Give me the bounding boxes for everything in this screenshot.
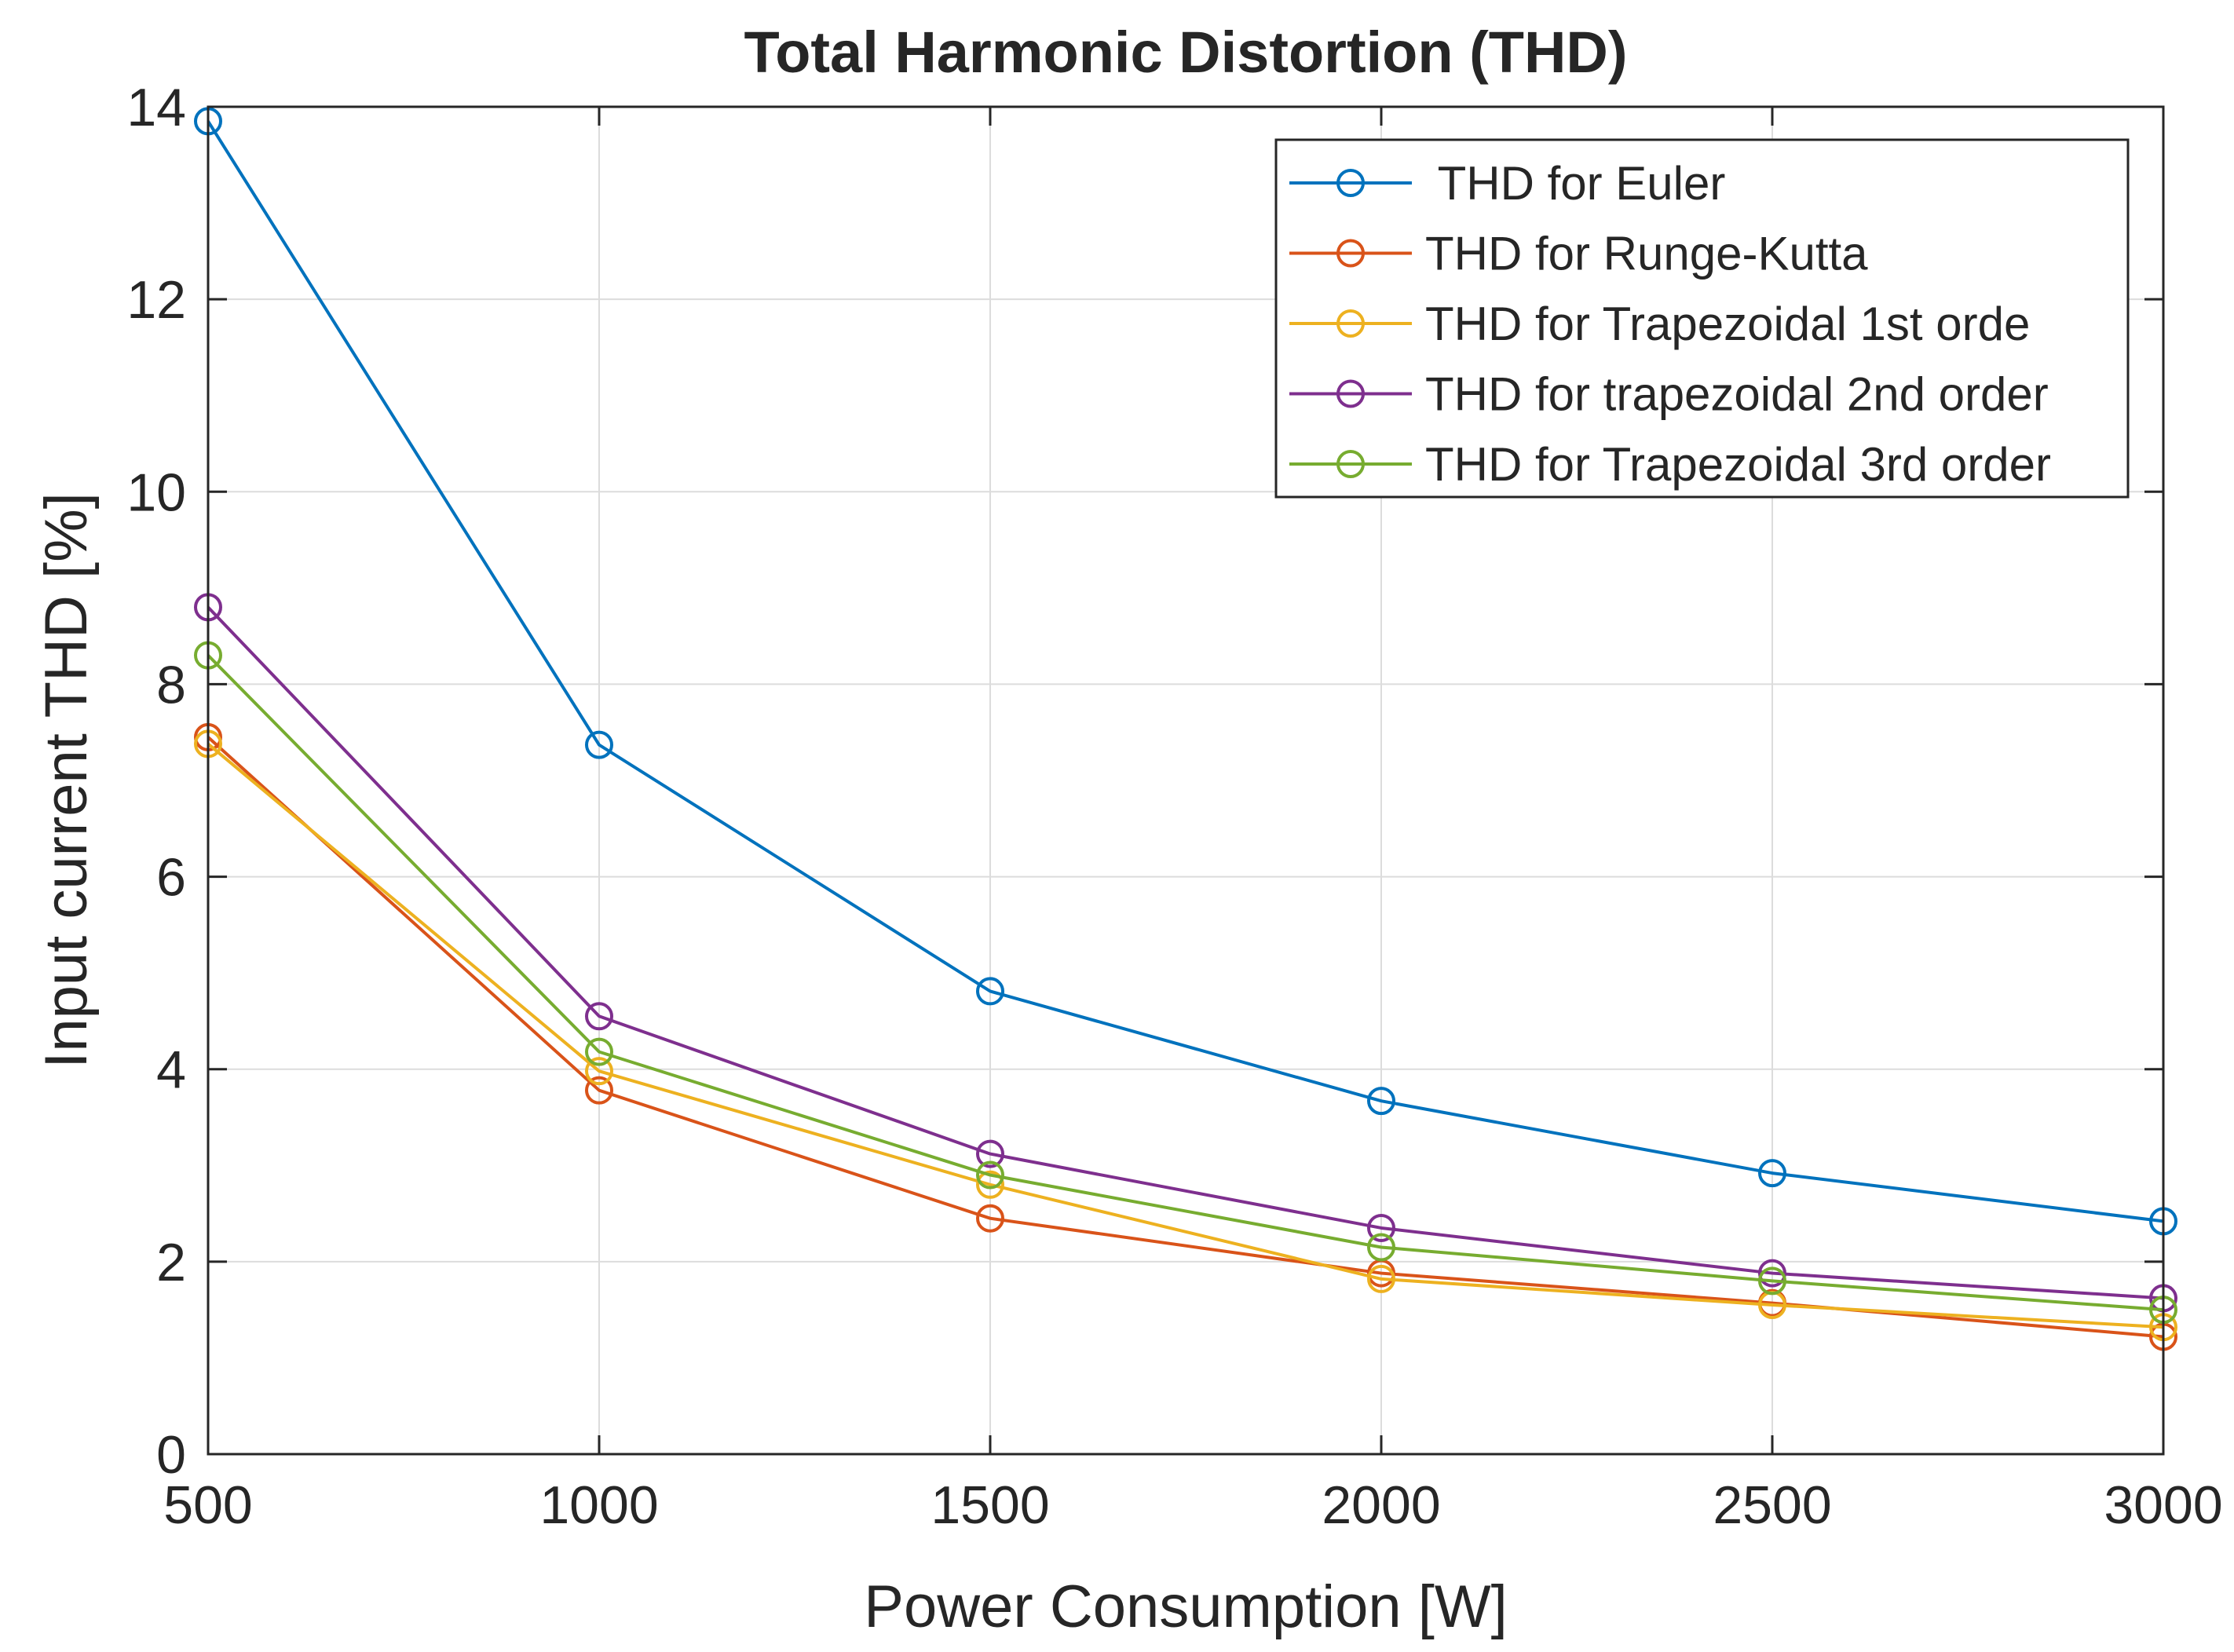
- data-point: [1758, 1259, 1786, 1288]
- data-point: [1758, 1266, 1786, 1296]
- data-point: [976, 1160, 1004, 1190]
- data-point: [1367, 1213, 1395, 1242]
- legend-marker: [1336, 239, 1365, 268]
- data-point: [976, 977, 1004, 1006]
- y-tick-label: 4: [156, 1040, 186, 1100]
- data-point: [585, 1057, 613, 1086]
- legend-marker: [1336, 379, 1365, 408]
- y-tick-label: 10: [126, 462, 186, 522]
- y-axis-ticks: 0 2 4 6 8 10 12 14: [126, 78, 2163, 1485]
- legend-label: THD for trapezoidal 2nd order: [1425, 368, 2049, 421]
- data-point: [976, 1170, 1004, 1199]
- legend-entry: THD for Runge-Kutta: [1289, 228, 1868, 280]
- data-point: [1367, 1233, 1395, 1262]
- legend-label: THD for Runge-Kutta: [1425, 228, 1868, 280]
- chart-title: Total Harmonic Distortion (THD): [744, 20, 1627, 85]
- x-tick-label: 2500: [1713, 1475, 1831, 1535]
- y-tick-label: 12: [126, 270, 186, 330]
- y-tick-label: 6: [156, 848, 186, 908]
- data-point: [976, 1204, 1004, 1233]
- x-tick-label: 2000: [1322, 1475, 1440, 1535]
- data-point: [585, 1076, 613, 1105]
- x-axis-label: Power Consumption [W]: [864, 1573, 1507, 1640]
- data-point: [1367, 1264, 1395, 1293]
- x-tick-label: 500: [163, 1475, 252, 1535]
- y-tick-label: 2: [156, 1233, 186, 1292]
- x-tick-label: 1000: [539, 1475, 658, 1535]
- x-tick-label: 1500: [931, 1475, 1049, 1535]
- x-axis-ticks: 500 1000 1500 2000 2500 3000: [163, 107, 2223, 1535]
- data-point: [1367, 1087, 1395, 1116]
- y-tick-label: 14: [126, 78, 186, 137]
- data-point: [585, 1037, 613, 1066]
- legend-marker: [1336, 450, 1365, 478]
- series-line: [207, 605, 2164, 1300]
- legend-label: THD for Trapezoidal 1st orde: [1425, 298, 2030, 350]
- legend-entry: THD for Euler: [1289, 157, 1725, 210]
- series-line: [207, 120, 2164, 1223]
- legend-entry: THD for Trapezoidal 1st orde: [1289, 298, 2030, 350]
- legend-marker: [1336, 169, 1365, 197]
- legend-label: THD for Euler: [1425, 157, 1725, 210]
- legend: THD for Euler THD for Runge-Kutta THD for …: [1274, 138, 2130, 499]
- y-tick-label: 0: [156, 1425, 186, 1485]
- legend-entry: THD for trapezoidal 2nd order: [1289, 368, 2049, 421]
- data-point: [585, 1002, 613, 1031]
- data-point: [585, 730, 613, 759]
- data-point: [1758, 1159, 1786, 1188]
- x-tick-label: 3000: [2104, 1475, 2222, 1535]
- data-point: [976, 1139, 1004, 1168]
- legend-box: [1274, 138, 2130, 499]
- y-tick-label: 8: [156, 655, 186, 715]
- legend-marker: [1336, 309, 1365, 338]
- series-line: [207, 654, 2164, 1312]
- series-layer: [194, 107, 2177, 1351]
- y-axis-label: Input current THD [%]: [33, 492, 100, 1069]
- legend-entry: THD for Trapezoidal 3rd order: [1289, 438, 2051, 491]
- axes-box: [207, 105, 2165, 1456]
- legend-label: THD for Trapezoidal 3rd order: [1425, 438, 2051, 491]
- series-line: [207, 742, 2164, 1329]
